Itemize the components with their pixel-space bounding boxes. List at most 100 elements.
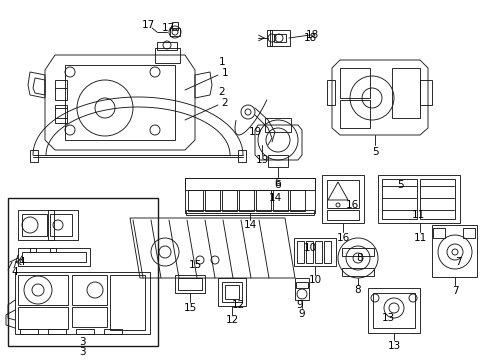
Text: 19: 19 [255, 155, 269, 165]
Bar [222, 190, 237, 211]
Bar [48, 329, 66, 334]
Text: 15: 15 [183, 303, 196, 313]
Bar [155, 48, 180, 63]
Bar [340, 100, 370, 128]
Bar [20, 329, 38, 334]
Bar [178, 278, 202, 290]
Text: 9: 9 [299, 309, 305, 319]
Text: 3: 3 [79, 337, 85, 347]
Bar [72, 307, 107, 327]
Bar [315, 241, 322, 263]
Text: 5: 5 [372, 147, 378, 157]
Bar [30, 248, 36, 252]
Bar [225, 285, 239, 299]
Bar [268, 155, 288, 167]
Bar [368, 288, 420, 333]
Bar [392, 68, 420, 118]
Bar [324, 241, 331, 263]
Bar [186, 210, 314, 215]
Bar [65, 65, 175, 140]
Bar [15, 272, 150, 334]
Text: 8: 8 [357, 253, 363, 263]
Bar [290, 190, 305, 211]
Bar [22, 252, 86, 262]
Text: 3: 3 [79, 347, 85, 357]
Bar [30, 150, 38, 162]
Text: 13: 13 [381, 313, 394, 323]
Text: 14: 14 [269, 193, 282, 203]
Bar [72, 275, 107, 305]
Text: 17: 17 [161, 23, 174, 33]
Bar [322, 175, 364, 223]
Text: 16: 16 [345, 200, 359, 210]
Bar [170, 28, 180, 36]
Bar [306, 241, 313, 263]
Bar [185, 178, 315, 190]
Bar [342, 268, 374, 276]
Bar [76, 329, 94, 334]
Bar [18, 210, 78, 240]
Text: 8: 8 [355, 285, 361, 295]
Bar [22, 214, 47, 236]
Text: 2: 2 [219, 87, 225, 97]
Bar [373, 293, 415, 328]
Text: 17: 17 [142, 20, 155, 30]
Text: 13: 13 [388, 341, 401, 351]
Bar [50, 214, 72, 236]
Bar [340, 68, 370, 98]
Bar [274, 34, 286, 42]
Bar [18, 307, 68, 329]
Bar [172, 22, 178, 30]
Bar [48, 210, 54, 240]
Bar [327, 80, 335, 105]
Bar [55, 80, 67, 100]
Text: 2: 2 [221, 98, 228, 108]
Text: 7: 7 [455, 257, 461, 267]
Text: 16: 16 [336, 233, 350, 243]
Bar [296, 282, 308, 288]
Bar [175, 275, 205, 293]
Bar [433, 228, 445, 238]
Bar [382, 179, 417, 219]
Bar [295, 278, 309, 300]
Text: 12: 12 [225, 315, 239, 325]
Text: 4: 4 [12, 267, 18, 277]
Bar [239, 190, 254, 211]
Bar [157, 42, 177, 50]
Text: 19: 19 [248, 127, 262, 137]
Text: 10: 10 [303, 243, 317, 253]
Bar [265, 118, 291, 132]
Text: 9: 9 [296, 300, 303, 310]
Text: 18: 18 [303, 33, 317, 43]
Bar [218, 278, 246, 306]
Bar [294, 238, 336, 266]
Bar [50, 248, 56, 252]
Bar [238, 150, 246, 162]
Text: 18: 18 [305, 30, 318, 40]
Bar [273, 190, 288, 211]
Bar [188, 190, 203, 211]
Bar [55, 105, 67, 123]
Text: 15: 15 [188, 260, 201, 270]
Text: 1: 1 [219, 57, 225, 67]
Text: 11: 11 [412, 210, 425, 220]
Text: 14: 14 [244, 220, 257, 230]
Bar [327, 180, 359, 208]
Bar [18, 248, 90, 266]
Bar [432, 225, 477, 277]
Bar [297, 241, 304, 263]
Text: 4: 4 [19, 257, 25, 267]
Bar [222, 282, 242, 302]
Text: 6: 6 [275, 180, 281, 190]
Text: 12: 12 [231, 300, 245, 310]
Bar [18, 275, 68, 305]
Text: 7: 7 [452, 286, 458, 296]
Bar [420, 80, 432, 105]
Bar [104, 329, 122, 334]
Bar [270, 30, 290, 46]
Text: 5: 5 [397, 180, 403, 190]
Bar [8, 198, 158, 346]
Bar [327, 210, 359, 220]
Text: 10: 10 [308, 275, 321, 285]
Bar [267, 30, 272, 46]
